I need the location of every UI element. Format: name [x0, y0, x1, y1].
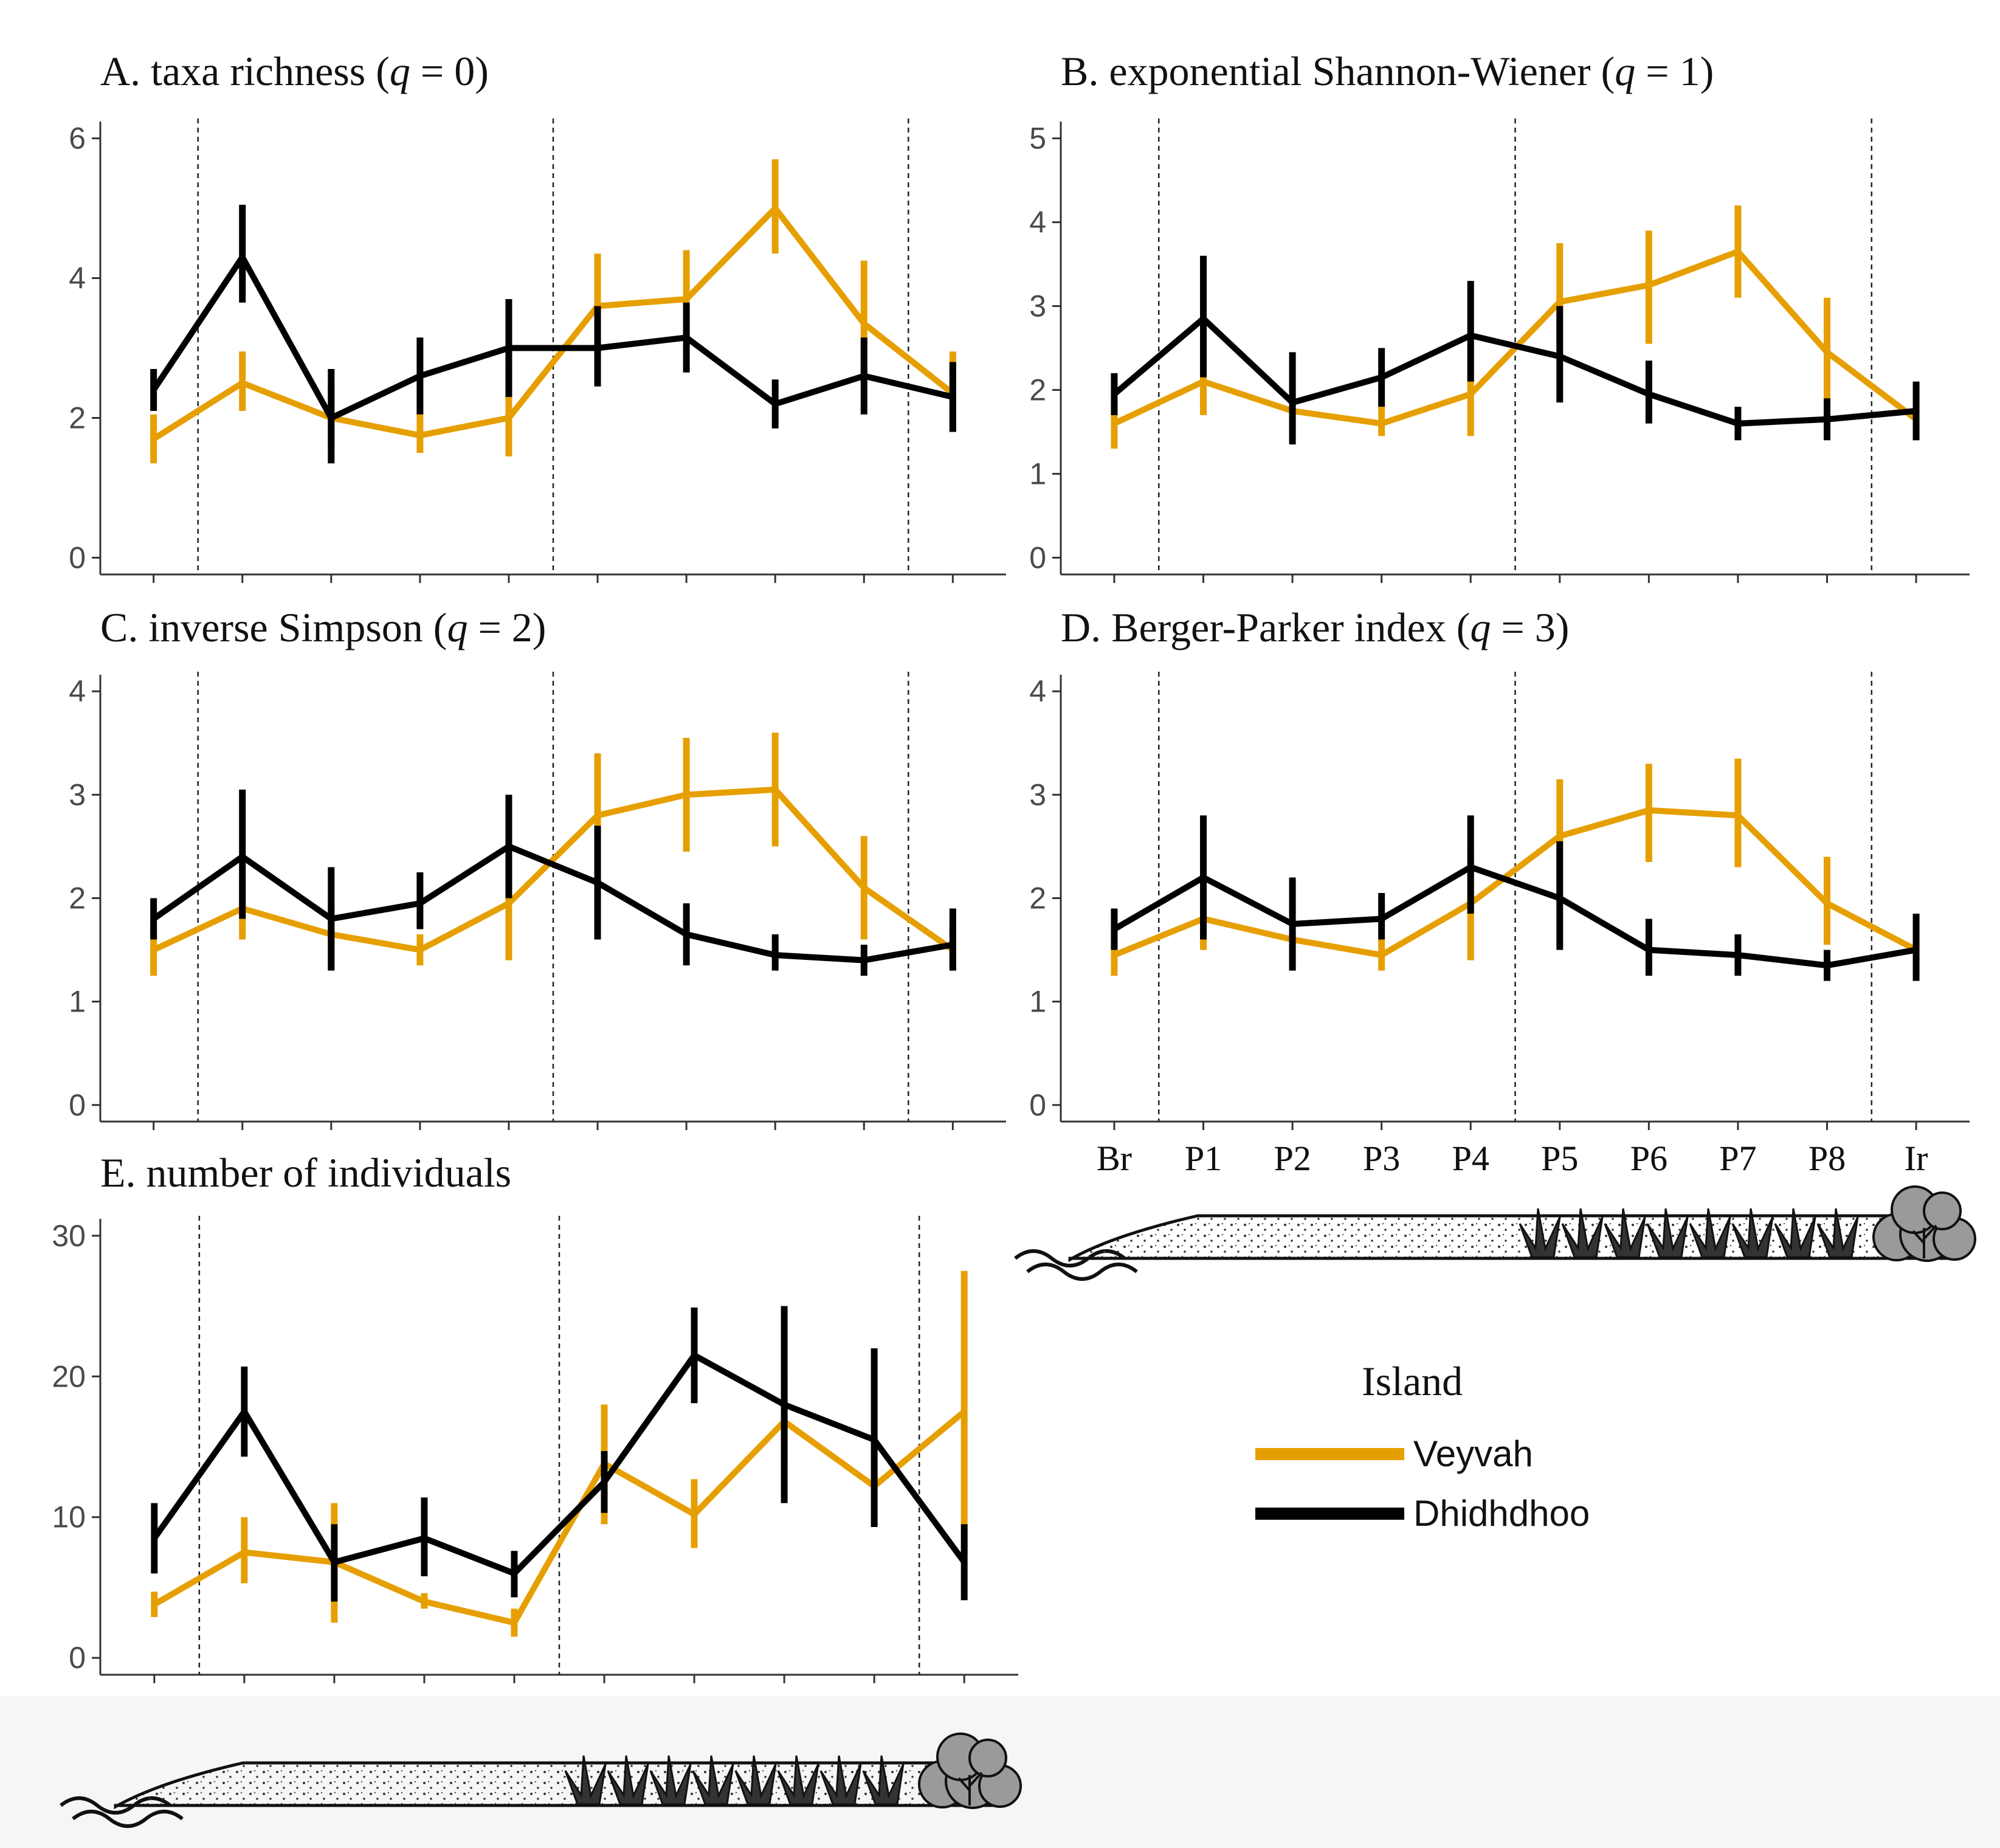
y-tick-label: 6 — [69, 122, 86, 156]
grass-icon — [1604, 1208, 1646, 1258]
legend: Island Veyvah Dhidhdhoo — [1255, 1358, 1590, 1534]
series-line-dhidhdhoo — [151, 254, 954, 421]
x-tick-label: P1 — [1185, 1139, 1222, 1178]
y-tick-label: 4 — [1029, 205, 1046, 240]
series-line-veyvah — [1113, 807, 1918, 959]
panel-a-plot-area: 0 2 4 6 — [69, 119, 1006, 583]
series-line-veyvah — [151, 205, 955, 442]
beach-profile-illustration — [1014, 1185, 1976, 1281]
legend-title: Island — [1362, 1358, 1463, 1404]
bush-icon — [918, 1732, 1022, 1809]
y-tick-label: 30 — [52, 1219, 86, 1253]
grass-icon — [819, 1755, 862, 1805]
series-line-dhidhdhoo — [151, 843, 954, 964]
wave-icon — [1026, 1263, 1138, 1281]
grass-icon — [1519, 1208, 1561, 1258]
y-tick-label: 0 — [69, 540, 86, 574]
series-line-veyvah — [153, 1409, 967, 1626]
y-tick-label: 2 — [1029, 881, 1046, 915]
grass-icons — [1519, 1208, 1859, 1258]
grass-icon — [649, 1755, 692, 1805]
y-tick-label: 3 — [1029, 777, 1046, 812]
y-tick-label: 1 — [1029, 985, 1046, 1019]
series-line-dhidhdhoo — [151, 1352, 967, 1577]
y-tick-label: 20 — [52, 1359, 86, 1393]
wave-icon — [72, 1810, 184, 1828]
panel-e-plot-area: 0102030BrP1P2P3P4P5P6P7P8Ir — [52, 1216, 1018, 1731]
x-tick-label: P6 — [1630, 1139, 1667, 1178]
y-tick-label: 3 — [69, 777, 86, 812]
y-tick-label: 2 — [1029, 373, 1046, 407]
panel-b-exponential-shannon-wiener: B. exponential Shannon-Wiener (q = 1) 0 1… — [1029, 48, 1970, 1178]
panel-e-number-of-individuals: E. number of individuals 0102030BrP1P2P3… — [52, 1150, 1018, 1731]
x-tick-label: P3 — [1363, 1139, 1400, 1178]
grass-icon — [1816, 1208, 1859, 1258]
x-tick-label: P7 — [1719, 1139, 1756, 1178]
x-tick-label: P4 — [1452, 1139, 1489, 1178]
x-tick-label: Ir — [1905, 1139, 1928, 1178]
y-tick-label: 3 — [1029, 289, 1046, 323]
x-tick-label: P6 — [1630, 1139, 1667, 1178]
y-tick-label: 0 — [69, 1088, 86, 1122]
grass-icon — [862, 1755, 905, 1805]
x-tick-label: Br — [1097, 1139, 1132, 1178]
grass-icon — [1689, 1208, 1731, 1258]
panel-b-title: B. exponential Shannon-Wiener (q = 1) — [1061, 48, 1714, 94]
panel-d-berger-parker-index: D. Berger-Parker index (q = 3) 0 1 2 3 4 Br P1… — [1029, 604, 1970, 1178]
grass-icon — [692, 1755, 734, 1805]
panel-b-plot-area: 0 1 2 3 4 5 Br P1 P2 P3 P4 P5 P6 P7 P8 Ir — [1029, 119, 1970, 1178]
legend-label-veyvah: Veyvah — [1413, 1433, 1533, 1474]
panel-d-title: D. Berger-Parker index (q = 3) — [1061, 604, 1569, 650]
grass-icon — [734, 1755, 777, 1805]
x-tick-label: P2 — [1274, 1139, 1311, 1178]
y-tick-label: 0 — [1029, 1088, 1046, 1122]
y-tick-label: 4 — [69, 261, 86, 295]
y-tick-label: 4 — [1029, 674, 1046, 708]
x-tick-label: Br — [1097, 1139, 1132, 1178]
x-tick-label: Ir — [1905, 1139, 1928, 1178]
x-tick-label: P8 — [1809, 1139, 1846, 1178]
y-tick-label: 2 — [69, 401, 86, 435]
series-line-dhidhdhoo — [1112, 864, 1917, 969]
panel-a-title: A. taxa richness (q = 0) — [100, 48, 489, 94]
x-tick-label: P5 — [1541, 1139, 1578, 1178]
panel-d-plot-area: 0 1 2 3 4 Br P1 P2 P3 P4 P5 P6 P7 P8 Ir — [1029, 672, 1970, 1178]
x-tick-label: P2 — [1274, 1139, 1311, 1178]
grass-icon — [777, 1755, 819, 1805]
bush-icon — [1872, 1185, 1976, 1262]
panel-c-title: C. inverse Simpson (q = 2) — [100, 604, 546, 650]
y-tick-label: 10 — [52, 1500, 86, 1534]
y-tick-label: 0 — [1029, 540, 1046, 574]
panel-a-taxa-richness: A. taxa richness (q = 0) 0 2 4 6 — [69, 48, 1006, 583]
y-tick-label: 1 — [69, 985, 86, 1019]
grass-icon — [1561, 1208, 1604, 1258]
sand-shore — [114, 1761, 999, 1810]
grass-icon — [1774, 1208, 1816, 1258]
x-tick-label: P3 — [1363, 1139, 1400, 1178]
grass-icons — [564, 1755, 905, 1805]
x-tick-label: P5 — [1541, 1139, 1578, 1178]
x-tick-label: P1 — [1185, 1139, 1222, 1178]
grass-icon — [1731, 1208, 1774, 1258]
grass-icon — [564, 1755, 607, 1805]
x-tick-label: P7 — [1719, 1139, 1756, 1178]
series-line-veyvah — [152, 786, 955, 953]
y-tick-label: 0 — [69, 1641, 86, 1675]
legend-label-dhidhdhoo: Dhidhdhoo — [1413, 1493, 1590, 1534]
panel-c-inverse-simpson: C. inverse Simpson (q = 2) 0 1 2 3 4 — [69, 604, 1006, 1130]
grass-icon — [1646, 1208, 1689, 1258]
x-tick-label: P4 — [1452, 1139, 1489, 1178]
series-line-dhidhdhoo — [1112, 315, 1917, 427]
panel-c-plot-area: 0 1 2 3 4 — [69, 672, 1006, 1130]
y-tick-label: 4 — [69, 674, 86, 708]
grass-icon — [607, 1755, 649, 1805]
y-tick-label: 1 — [1029, 457, 1046, 491]
panel-e-title: E. number of individuals — [100, 1150, 511, 1196]
sand-shore — [1068, 1214, 1953, 1263]
beach-profile-illustration-bottom — [0, 1696, 2000, 1848]
y-tick-label: 5 — [1029, 122, 1046, 156]
y-tick-label: 2 — [69, 881, 86, 915]
x-tick-label: P8 — [1809, 1139, 1846, 1178]
